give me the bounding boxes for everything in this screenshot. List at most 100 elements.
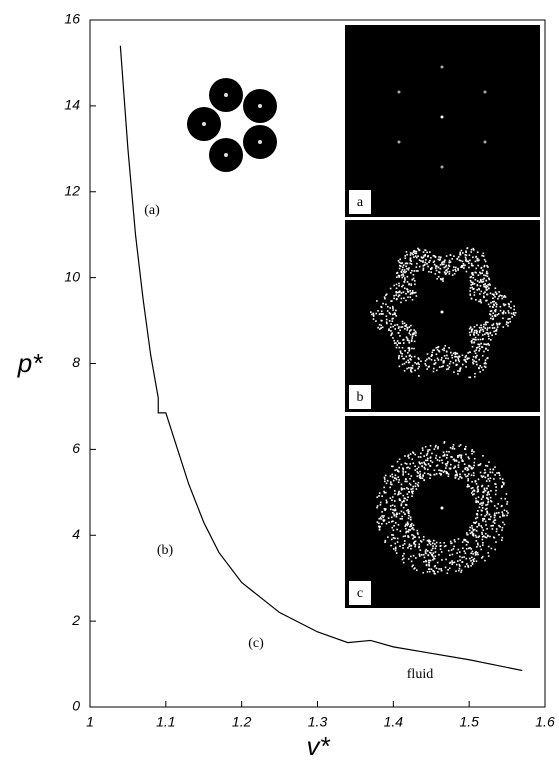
scatter-dot: [405, 265, 407, 268]
scatter-dot: [389, 505, 392, 507]
diffraction-spot: [397, 90, 401, 94]
scatter-dot: [410, 284, 413, 287]
scatter-dot: [462, 460, 464, 462]
scatter-dot: [449, 360, 452, 363]
scatter-dot: [490, 499, 492, 502]
scatter-dot: [431, 452, 433, 455]
scatter-dot: [493, 516, 496, 519]
scatter-dot: [421, 477, 424, 479]
scatter-dot: [458, 461, 460, 464]
scatter-dot: [464, 538, 467, 541]
scatter-dot: [383, 491, 386, 494]
scatter-dot: [416, 483, 419, 486]
scatter-dot: [455, 471, 458, 473]
scatter-dot: [485, 504, 487, 506]
scatter-dot: [402, 561, 405, 564]
inset: b: [345, 220, 540, 412]
scatter-dot: [416, 529, 419, 532]
scatter-dot: [403, 369, 406, 372]
scatter-dot: [471, 556, 473, 559]
scatter-dot: [397, 327, 400, 330]
scatter-dot: [419, 470, 421, 473]
scatter-dot: [386, 501, 388, 503]
scatter-dot: [422, 553, 425, 556]
scatter-dot: [481, 538, 484, 541]
scatter-dot: [446, 354, 448, 357]
scatter-dot: [391, 473, 394, 476]
inset-label-box: [349, 190, 371, 214]
scatter-dot: [435, 541, 438, 544]
scatter-dot: [483, 362, 486, 365]
scatter-dot: [398, 458, 401, 461]
scatter-dot: [396, 271, 399, 274]
scatter-dot: [452, 352, 455, 355]
scatter-dot: [442, 280, 444, 282]
scatter-dot: [390, 481, 392, 483]
scatter-dot: [418, 555, 421, 557]
scatter-dot: [390, 334, 392, 337]
scatter-dot: [420, 260, 422, 262]
scatter-dot: [436, 464, 439, 467]
scatter-dot: [409, 484, 412, 486]
scatter-dot: [426, 543, 429, 546]
scatter-dot: [455, 470, 457, 472]
scatter-dot: [434, 273, 437, 275]
scatter-dot: [389, 483, 392, 485]
scatter-dot: [426, 459, 429, 462]
scatter-dot: [397, 491, 400, 494]
scatter-dot: [484, 508, 487, 511]
scatter-dot: [393, 312, 396, 314]
scatter-dot: [383, 486, 386, 489]
scatter-dot: [429, 251, 431, 253]
scatter-dot: [472, 521, 475, 524]
scatter-dot: [440, 569, 443, 572]
scatter-dot: [399, 517, 402, 520]
scatter-dot: [403, 362, 406, 365]
scatter-dot: [395, 315, 397, 317]
scatter-dot: [486, 507, 488, 510]
scatter-dot: [439, 469, 442, 472]
scatter-dot: [436, 561, 439, 564]
scatter-dot: [398, 499, 401, 501]
scatter-dot: [486, 465, 489, 467]
scatter-dot: [441, 261, 444, 263]
scatter-dot: [453, 539, 456, 541]
scatter-dot: [487, 287, 490, 290]
scatter-dot: [384, 474, 387, 477]
scatter-dot: [385, 315, 388, 318]
scatter-dot: [423, 556, 426, 559]
scatter-dot: [471, 272, 473, 274]
scatter-dot: [382, 516, 385, 519]
scatter-dot: [436, 357, 439, 360]
scatter-dot: [397, 493, 399, 496]
scatter-dot: [465, 354, 468, 357]
scatter-dot: [445, 255, 448, 257]
scatter-dot: [408, 543, 411, 546]
scatter-dot: [390, 516, 393, 519]
scatter-dot: [427, 559, 430, 562]
scatter-dot: [453, 467, 455, 469]
scatter-dot: [475, 267, 478, 270]
scatter-dot: [446, 471, 449, 474]
scatter-dot: [398, 498, 401, 500]
scatter-dot: [440, 567, 442, 570]
scatter-dot: [432, 261, 435, 263]
scatter-dot: [454, 540, 456, 543]
scatter-dot: [458, 370, 461, 372]
scatter-dot: [484, 283, 487, 285]
scatter-dot: [465, 366, 467, 368]
scatter-dot: [427, 449, 429, 451]
scatter-dot: [393, 294, 395, 297]
scatter-dot: [428, 542, 431, 544]
scatter-dot: [490, 525, 493, 527]
scatter-dot: [500, 497, 503, 500]
scatter-dot: [490, 547, 493, 550]
scatter-dot: [408, 545, 410, 547]
scatter-dot: [448, 346, 450, 349]
scatter-dot: [443, 441, 446, 443]
scatter-dot: [406, 521, 409, 524]
scatter-dot: [438, 472, 441, 475]
scatter-dot: [495, 512, 498, 514]
scatter-dot: [387, 536, 389, 538]
scatter-dot: [466, 475, 469, 477]
